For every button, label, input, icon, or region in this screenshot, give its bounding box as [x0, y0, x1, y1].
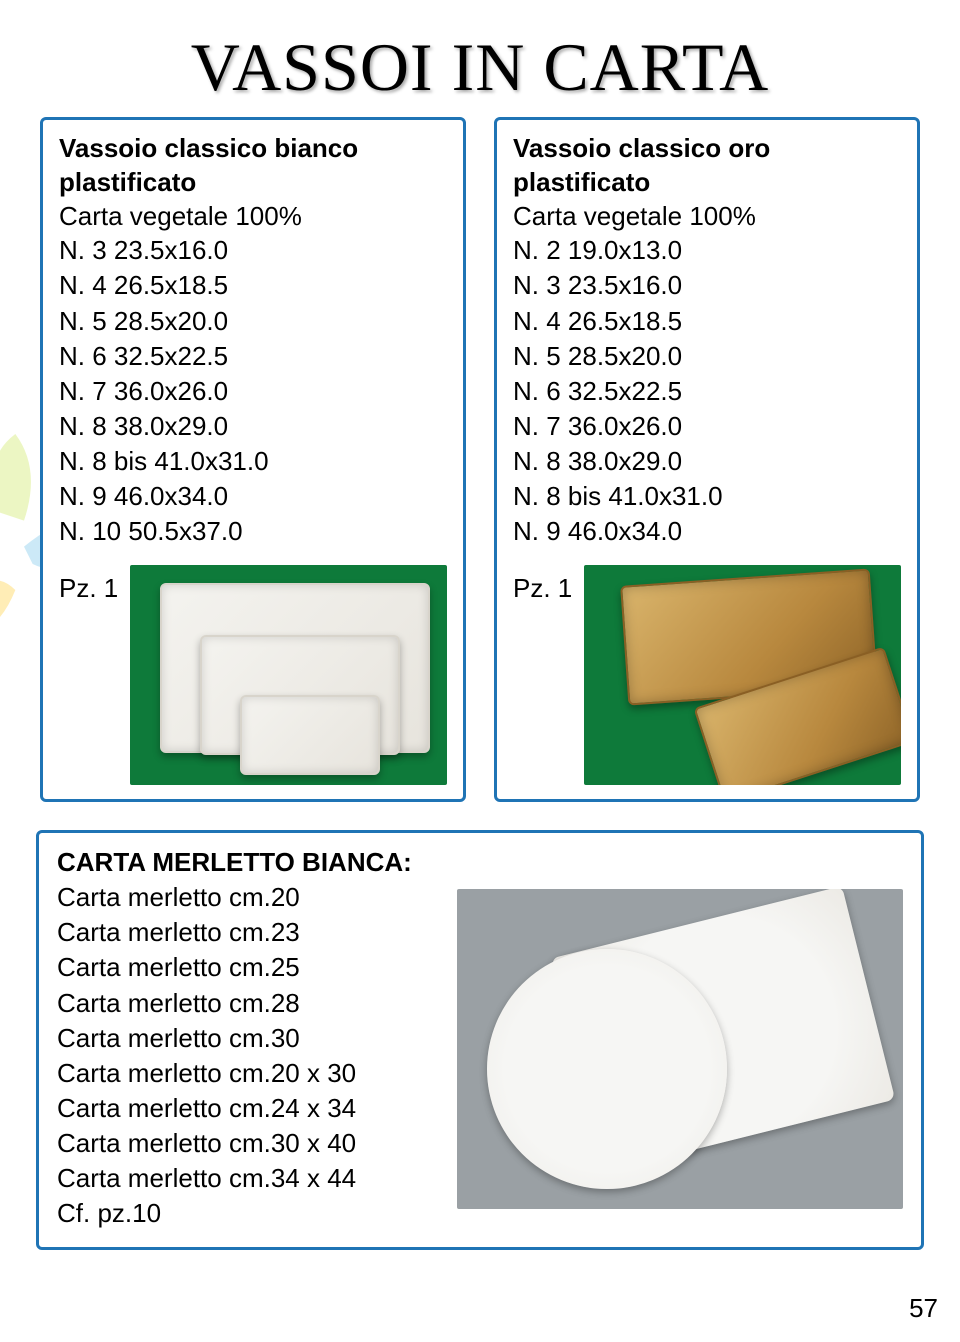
merletto-line: Carta merletto cm.30 x 40	[57, 1126, 437, 1161]
card-carta-merletto: CARTA MERLETTO BIANCA: Carta merletto cm…	[36, 830, 924, 1250]
size-line: N. 2 19.0x13.0	[513, 233, 901, 268]
merletto-line: Carta merletto cm.25	[57, 950, 437, 985]
merletto-line: Carta merletto cm.20	[57, 880, 437, 915]
size-line: N. 3 23.5x16.0	[59, 233, 447, 268]
size-line: N. 8 38.0x29.0	[513, 444, 901, 479]
size-line: N. 6 32.5x22.5	[513, 374, 901, 409]
card-heading: Vassoio classico oro plastificato	[513, 132, 901, 200]
size-line: N. 8 bis 41.0x31.0	[513, 479, 901, 514]
merletto-line: Carta merletto cm.34 x 44	[57, 1161, 437, 1196]
size-line: N. 8 38.0x29.0	[59, 409, 447, 444]
card-vassoio-oro: Vassoio classico oro plastificato Carta …	[494, 117, 920, 802]
pack-label: Pz. 1	[59, 565, 118, 604]
size-line: N. 7 36.0x26.0	[59, 374, 447, 409]
size-line: N. 5 28.5x20.0	[513, 339, 901, 374]
merletto-line: Carta merletto cm.24 x 34	[57, 1091, 437, 1126]
merletto-line: Carta merletto cm.30	[57, 1021, 437, 1056]
size-line: N. 9 46.0x34.0	[59, 479, 447, 514]
size-line: N. 5 28.5x20.0	[59, 304, 447, 339]
size-line: N. 6 32.5x22.5	[59, 339, 447, 374]
cards-row: Vassoio classico bianco plastificato Car…	[0, 117, 960, 802]
card-vassoio-bianco: Vassoio classico bianco plastificato Car…	[40, 117, 466, 802]
merletto-line: Carta merletto cm.20 x 30	[57, 1056, 437, 1091]
product-photo-doilies	[457, 889, 903, 1209]
size-line: N. 7 36.0x26.0	[513, 409, 901, 444]
size-line: N. 10 50.5x37.0	[59, 514, 447, 549]
size-line: N. 4 26.5x18.5	[513, 304, 901, 339]
merletto-title: CARTA MERLETTO BIANCA:	[57, 847, 437, 878]
merletto-line: Carta merletto cm.28	[57, 986, 437, 1021]
size-line: N. 9 46.0x34.0	[513, 514, 901, 549]
card-heading: Vassoio classico bianco plastificato	[59, 132, 447, 200]
page-title: VASSOI IN CARTA	[0, 28, 960, 107]
merletto-pack: Cf. pz.10	[57, 1196, 437, 1231]
card-material: Carta vegetale 100%	[59, 200, 447, 234]
merletto-line: Carta merletto cm.23	[57, 915, 437, 950]
size-list: N. 3 23.5x16.0N. 4 26.5x18.5N. 5 28.5x20…	[59, 233, 447, 549]
page-number: 57	[909, 1293, 938, 1324]
pack-label: Pz. 1	[513, 565, 572, 604]
product-photo-white-trays	[130, 565, 447, 785]
size-list: N. 2 19.0x13.0N. 3 23.5x16.0N. 4 26.5x18…	[513, 233, 901, 549]
size-line: N. 8 bis 41.0x31.0	[59, 444, 447, 479]
product-photo-gold-trays	[584, 565, 901, 785]
merletto-list: Carta merletto cm.20Carta merletto cm.23…	[57, 880, 437, 1196]
size-line: N. 4 26.5x18.5	[59, 268, 447, 303]
size-line: N. 3 23.5x16.0	[513, 268, 901, 303]
card-material: Carta vegetale 100%	[513, 200, 901, 234]
